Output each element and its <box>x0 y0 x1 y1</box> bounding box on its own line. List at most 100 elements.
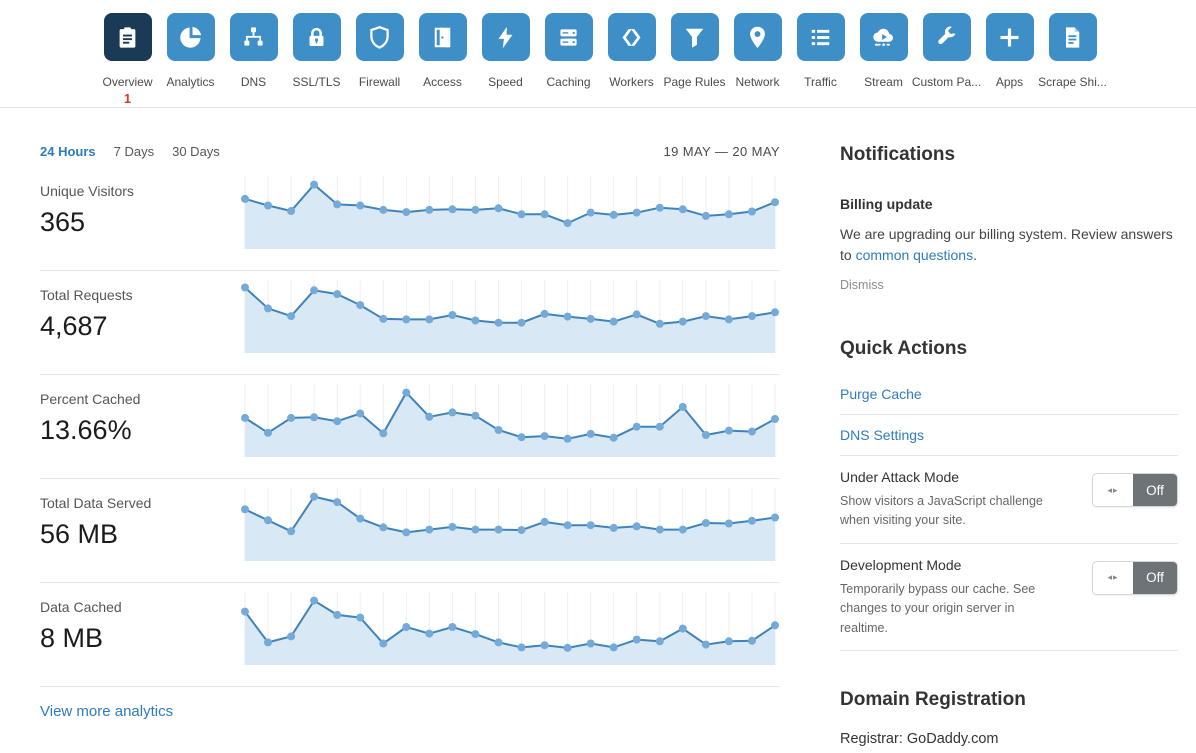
nav-tile[interactable] <box>418 13 467 61</box>
nav-label: Analytics <box>166 75 215 89</box>
door-icon <box>434 26 451 48</box>
nav-item-page-rules[interactable]: Page Rules <box>663 13 726 89</box>
nav-label: Traffic <box>804 75 837 89</box>
purge-cache-link[interactable]: Purge Cache <box>840 386 922 402</box>
document-icon <box>1065 26 1080 48</box>
nav-label: DNS <box>240 75 267 89</box>
metric-label: Data Cached <box>40 599 122 615</box>
nav-label: Custom Pa... <box>911 75 982 89</box>
development-mode-description: Temporarily bypass our cache. See change… <box>840 581 1036 635</box>
nav-tile[interactable] <box>166 13 215 61</box>
list-icon <box>811 29 830 45</box>
nav-tile[interactable] <box>922 13 971 61</box>
nav-tile[interactable] <box>355 13 404 61</box>
metric-label: Total Data Served <box>40 495 152 511</box>
metrics-list: Unique Visitors 365 Total Requests 4,687 Per… <box>40 167 780 687</box>
notification-title: Billing update <box>840 196 933 212</box>
funnel-icon <box>685 28 704 48</box>
toggle-arrows-icon: ◂▸ <box>1093 561 1133 594</box>
nav-label: Caching <box>546 75 591 89</box>
metric-label: Total Requests <box>40 287 133 303</box>
nav-item-custom-pa[interactable]: Custom Pa... <box>911 13 982 89</box>
nav-item-dns[interactable]: DNS <box>222 13 285 89</box>
metric-row-unique-visitors: Unique Visitors 365 <box>40 167 780 271</box>
nav-tile[interactable] <box>670 13 719 61</box>
metric-info: Percent Cached 13.66% <box>40 375 240 478</box>
nav-item-caching[interactable]: Caching <box>537 13 600 89</box>
nav-tile[interactable] <box>1048 13 1097 61</box>
metric-row-percent-cached: Percent Cached 13.66% <box>40 375 780 479</box>
metric-info: Total Requests 4,687 <box>40 271 240 374</box>
dismiss-link[interactable]: Dismiss <box>840 278 884 292</box>
metric-value: 13.66% <box>40 415 132 445</box>
nav-tile[interactable] <box>103 13 152 61</box>
wrench-icon <box>938 26 956 44</box>
metric-row-data-cached: Data Cached 8 MB <box>40 583 780 687</box>
nav-item-workers[interactable]: Workers <box>600 13 663 89</box>
date-range: 19 MAY — 20 MAY <box>663 144 780 159</box>
development-mode-row: Development Mode Temporarily bypass our … <box>840 544 1178 651</box>
common-questions-link[interactable]: common questions <box>855 247 974 263</box>
metric-value: 56 MB <box>40 519 119 549</box>
metric-label: Unique Visitors <box>40 183 134 199</box>
tab-24-hours[interactable]: 24 Hours <box>40 144 96 159</box>
nav-tile[interactable] <box>481 13 530 61</box>
nav-item-speed[interactable]: Speed <box>474 13 537 89</box>
quick-actions-heading: Quick Actions <box>840 338 968 359</box>
tab-30-days[interactable]: 30 Days <box>172 144 220 159</box>
nav-item-firewall[interactable]: Firewall <box>348 13 411 89</box>
purge-cache-row: Purge Cache <box>840 374 1178 415</box>
nav-tile[interactable] <box>229 13 278 61</box>
top-nav: Overview 1 Analytics DNS SSL/TLS Firewall Acce… <box>0 0 1196 108</box>
nav-tile[interactable] <box>733 13 782 61</box>
nav-item-apps[interactable]: Apps <box>978 13 1041 89</box>
clipboard-icon <box>119 26 136 48</box>
metric-info: Data Cached 8 MB <box>40 583 240 686</box>
nav-label: Overview <box>102 75 153 89</box>
nav-item-scrape-shi[interactable]: Scrape Shi... <box>1038 13 1107 89</box>
time-range-tabs: 24 Hours 7 Days 30 Days 19 MAY — 20 MAY <box>40 144 780 159</box>
development-mode-toggle[interactable]: ◂▸ Off <box>1092 560 1178 595</box>
development-mode-state: Off <box>1133 561 1177 594</box>
metric-row-total-data-served: Total Data Served 56 MB <box>40 479 780 583</box>
nav-tile[interactable] <box>796 13 845 61</box>
view-more-analytics-link[interactable]: View more analytics <box>40 703 174 720</box>
nav-item-network[interactable]: Network <box>726 13 789 89</box>
shield-icon <box>370 25 389 49</box>
under-attack-mode-state: Off <box>1133 474 1177 506</box>
nav-label: Access <box>423 75 462 89</box>
nav-tile[interactable] <box>607 13 656 61</box>
under-attack-mode-title: Under Attack Mode <box>840 469 960 485</box>
pie-chart-icon <box>180 26 202 48</box>
view-more-row: View more analytics <box>40 687 780 721</box>
sidebar: Notifications Billing update We are upgr… <box>840 144 1178 753</box>
nav-tile[interactable] <box>292 13 341 61</box>
dns-settings-link[interactable]: DNS Settings <box>840 427 925 443</box>
nav-tile[interactable] <box>985 13 1034 61</box>
main-content: 24 Hours 7 Days 30 Days 19 MAY — 20 MAY Uni… <box>0 108 1196 753</box>
network-tree-icon <box>244 26 263 46</box>
nav-tile[interactable] <box>544 13 593 61</box>
nav-item-traffic[interactable]: Traffic <box>789 13 852 89</box>
nav-item-access[interactable]: Access <box>411 13 474 89</box>
under-attack-mode-toggle[interactable]: ◂▸ Off <box>1092 473 1178 507</box>
nav-item-ssl-tls[interactable]: SSL/TLS <box>285 13 348 89</box>
notifications-heading: Notifications <box>840 144 956 165</box>
nav-item-analytics[interactable]: Analytics <box>159 13 222 89</box>
nav-item-stream[interactable]: Stream <box>852 13 915 89</box>
notification-body: We are upgrading our billing system. Rev… <box>840 224 1178 266</box>
under-attack-mode-description: Show visitors a JavaScript challenge whe… <box>840 494 1043 528</box>
under-attack-mode-text: Under Attack Mode Show visitors a JavaSc… <box>840 469 1052 531</box>
metric-info: Total Data Served 56 MB <box>40 479 240 582</box>
metric-value: 8 MB <box>40 623 104 653</box>
tab-7-days[interactable]: 7 Days <box>113 144 155 159</box>
metric-info: Unique Visitors 365 <box>40 167 240 270</box>
nav-tile[interactable] <box>859 13 908 61</box>
metric-value: 365 <box>40 207 86 237</box>
nav-item-overview[interactable]: Overview 1 <box>96 13 159 106</box>
registrar-text: Registrar: GoDaddy.com <box>840 731 1178 753</box>
notification-body-text: We are upgrading our billing system. Rev… <box>840 226 1173 263</box>
lightning-icon <box>498 26 513 48</box>
development-mode-text: Development Mode Temporarily bypass our … <box>840 557 1052 638</box>
metric-chart-data-cached <box>240 589 780 686</box>
